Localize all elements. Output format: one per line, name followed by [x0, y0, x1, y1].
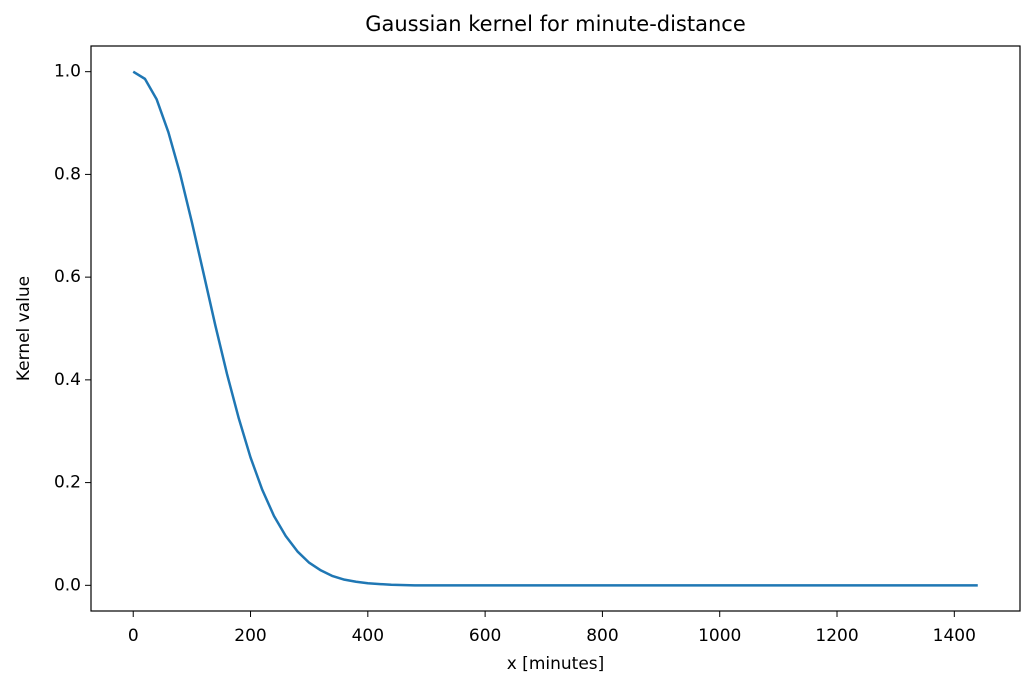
x-tick-label: 600: [469, 626, 501, 646]
line-series: [132, 70, 978, 587]
x-tick-label: 400: [352, 626, 384, 646]
plot-frame: [90, 45, 1021, 612]
x-tick-label: 0: [128, 626, 139, 646]
x-axis-label: x [minutes]: [507, 654, 605, 674]
x-tick-label: 1400: [933, 626, 976, 646]
x-tick-label: 1000: [698, 626, 741, 646]
y-axis-label: Kernel value: [14, 276, 34, 381]
y-tick-label: 0.0: [54, 575, 81, 595]
y-tick-label: 1.0: [54, 62, 81, 82]
chart-title: Gaussian kernel for minute-distance: [365, 12, 746, 36]
x-tick-label: 800: [586, 626, 618, 646]
y-tick-label: 0.8: [54, 164, 81, 184]
x-tick-label: 1200: [815, 626, 858, 646]
y-tick-label: 0.2: [54, 473, 81, 493]
y-tick-label: 0.4: [54, 370, 81, 390]
x-tick-label: 200: [234, 626, 266, 646]
y-tick-label: 0.6: [54, 267, 81, 287]
